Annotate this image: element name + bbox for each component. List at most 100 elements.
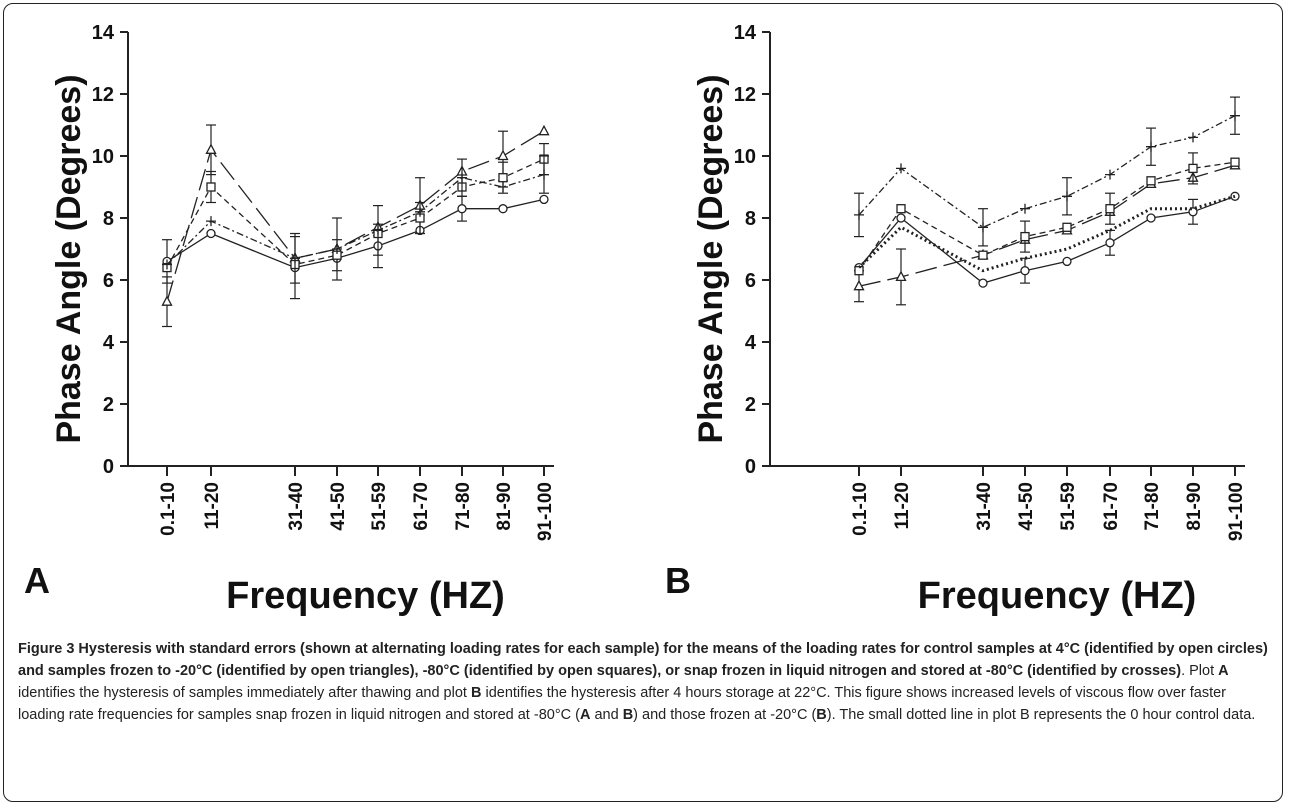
panel-label: A — [24, 560, 50, 601]
square-marker — [206, 182, 216, 192]
series-line — [166, 130, 545, 302]
caption-text: identifies the hysteresis after 4 hours … — [18, 685, 1227, 723]
x-tick-label: 31-40 — [974, 482, 995, 531]
x-tick-label: 11-20 — [892, 482, 913, 530]
cross-marker — [457, 172, 467, 183]
cross-marker — [162, 259, 172, 270]
cross-marker — [1230, 110, 1240, 121]
cross-marker — [373, 225, 383, 236]
series-line — [857, 194, 1236, 273]
series-line — [858, 164, 1236, 287]
series-line — [858, 195, 1236, 284]
caption-text: identifies the hysteresis of samples imm… — [18, 685, 471, 701]
x-tick-label: 71-80 — [1142, 482, 1163, 531]
figure-caption: Figure 3 Hysteresis with standard errors… — [18, 638, 1268, 726]
caption-title: Figure 3 Hysteresis with standard errors… — [18, 641, 1268, 679]
caption-text: ) and those frozen at -20°C ( — [633, 707, 817, 723]
x-axis-title: Frequency (HZ) — [918, 575, 1197, 617]
circle-marker — [1146, 213, 1156, 223]
y-tick-label: 6 — [745, 270, 756, 292]
y-tick-label: 12 — [92, 84, 114, 106]
y-tick-label: 8 — [103, 208, 114, 230]
x-tick-label: 11-20 — [202, 482, 223, 530]
panel-label: B — [665, 560, 691, 601]
cross-marker — [1105, 169, 1115, 180]
x-tick-label: 81-90 — [1184, 482, 1205, 531]
figure-frame — [3, 3, 1283, 802]
caption-text: ). The small dotted line in plot B repre… — [826, 707, 1256, 723]
square-marker — [1146, 176, 1156, 186]
y-tick-label: 10 — [734, 146, 756, 168]
series-line — [858, 115, 1236, 229]
triangle-marker — [161, 295, 173, 306]
series-line — [166, 173, 545, 265]
series-group — [854, 96, 1240, 247]
cross-marker — [1146, 141, 1156, 152]
y-tick-label: 4 — [103, 332, 115, 354]
cross-marker — [1188, 132, 1198, 143]
cross-marker — [206, 216, 216, 227]
cross-marker — [539, 169, 549, 180]
series-group — [162, 194, 549, 300]
series-group — [857, 194, 1236, 273]
chart-panel-a: 0 2 4 6 8 10 12 14 0.1-10 11-20 31-40 41-50 51-59 61-… — [24, 22, 556, 617]
caption-bold: B — [470, 685, 482, 701]
square-marker — [1230, 157, 1240, 167]
y-tick-label: 4 — [745, 332, 757, 354]
circle-marker — [978, 278, 988, 288]
square-marker — [854, 266, 864, 276]
circle-marker — [1062, 256, 1072, 267]
circle-marker — [1105, 238, 1115, 248]
triangle-marker — [205, 143, 217, 154]
y-tick-label: 6 — [103, 270, 114, 292]
x-tick-label: 41-50 — [1016, 482, 1037, 531]
y-axis-title: Phase Angle (Degrees) — [692, 74, 730, 443]
circle-marker — [498, 204, 508, 214]
triangle-marker — [895, 270, 907, 282]
series-group — [854, 152, 1240, 276]
cross-marker — [1062, 191, 1072, 202]
y-tick-label: 2 — [103, 394, 114, 416]
x-tick-label: 91-100 — [1226, 482, 1247, 541]
x-tick-label: 91-100 — [535, 482, 556, 541]
triangle-marker — [853, 279, 865, 291]
x-tick-label: 0.1-10 — [158, 482, 179, 536]
cross-marker — [978, 222, 988, 233]
circle-marker — [896, 213, 906, 223]
square-marker — [1188, 163, 1198, 174]
caption-text: . Plot — [1181, 663, 1219, 679]
cross-marker — [854, 209, 864, 220]
triangle-marker — [497, 149, 509, 161]
cross-marker — [332, 244, 342, 254]
cross-marker — [1020, 203, 1030, 214]
caption-bold: A — [1218, 663, 1229, 679]
x-tick-label: 51-59 — [369, 482, 390, 531]
circle-marker — [457, 204, 467, 214]
x-tick-label: 31-40 — [286, 482, 307, 531]
square-marker — [896, 204, 906, 214]
chart-panel-b: 0 2 4 6 8 10 12 14 0.1-10 11-20 31-40 41-50 51-59 61-… — [665, 22, 1247, 617]
caption-text: and — [590, 707, 623, 723]
square-marker — [1020, 231, 1030, 242]
triangle-marker — [538, 124, 550, 136]
x-axis-title: Frequency (HZ) — [226, 575, 505, 617]
series-group — [162, 155, 549, 284]
square-marker — [1062, 222, 1072, 232]
cross-marker — [290, 253, 300, 264]
square-marker — [498, 173, 508, 183]
y-tick-label: 0 — [745, 456, 756, 478]
circle-marker — [206, 228, 216, 239]
y-axis-title: Phase Angle (Degrees) — [50, 74, 88, 443]
x-tick-label: 81-90 — [494, 482, 515, 531]
series-line — [166, 198, 545, 269]
x-tick-label: 61-70 — [411, 482, 432, 531]
y-tick-label: 2 — [745, 394, 756, 416]
y-tick-label: 10 — [92, 146, 114, 168]
y-tick-label: 0 — [103, 456, 114, 478]
x-tick-label: 0.1-10 — [850, 482, 871, 536]
caption-bold: B — [622, 707, 634, 723]
caption-bold: A — [579, 707, 591, 723]
cross-marker — [896, 163, 906, 174]
x-tick-label: 51-59 — [1058, 482, 1079, 531]
y-tick-label: 14 — [734, 22, 757, 44]
